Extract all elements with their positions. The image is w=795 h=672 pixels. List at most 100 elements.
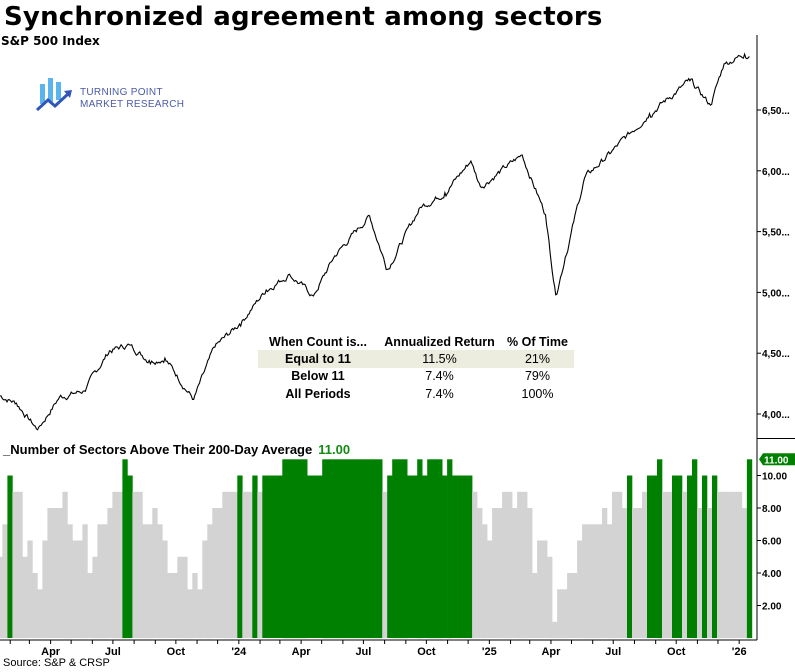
count-bar bbox=[622, 508, 628, 638]
count-bar bbox=[322, 459, 328, 639]
y-tick-label: 4,00... bbox=[762, 410, 790, 421]
count-bar bbox=[202, 540, 208, 638]
count-bar bbox=[42, 540, 48, 638]
stats-row: Equal to 11 11.5% 21% bbox=[258, 350, 574, 368]
count-bar bbox=[732, 491, 738, 639]
last-value-tag-label: 11.00 bbox=[764, 455, 789, 466]
count-bar bbox=[692, 459, 698, 639]
count-bar bbox=[552, 621, 558, 639]
price-panel-title: S&P 500 Index bbox=[1, 34, 100, 48]
count-bar bbox=[22, 556, 28, 639]
count-bar bbox=[647, 475, 653, 638]
count-bar bbox=[117, 491, 123, 639]
count-bar bbox=[27, 540, 33, 638]
count-bar bbox=[467, 475, 473, 638]
count-bar bbox=[267, 475, 273, 638]
price-panel bbox=[0, 52, 750, 431]
count-bar bbox=[342, 459, 348, 639]
count-bar bbox=[537, 540, 543, 638]
count-bar bbox=[147, 524, 153, 639]
y-tick-label: 6,00... bbox=[762, 167, 790, 178]
price-line bbox=[0, 52, 750, 431]
count-bar bbox=[637, 508, 643, 638]
count-bar bbox=[452, 475, 458, 638]
count-bar bbox=[7, 475, 13, 638]
count-bar bbox=[72, 540, 78, 638]
count-bar bbox=[746, 459, 753, 639]
count-bar bbox=[372, 459, 378, 639]
y-tick-label: 4,50... bbox=[762, 349, 790, 360]
y-tick-label: 6,50... bbox=[762, 106, 790, 117]
count-bar bbox=[47, 508, 53, 638]
count-bar bbox=[157, 524, 163, 639]
y-tick-label: 2.00 bbox=[762, 602, 782, 613]
count-bar bbox=[227, 491, 233, 639]
count-bar bbox=[332, 459, 338, 639]
y-tick-label: 5,00... bbox=[762, 288, 790, 299]
count-bar bbox=[407, 475, 413, 638]
count-bar bbox=[512, 508, 518, 638]
count-bar bbox=[197, 589, 203, 639]
x-tick-label: Oct bbox=[417, 646, 436, 658]
count-bar bbox=[102, 524, 108, 639]
count-bar bbox=[497, 508, 503, 638]
count-bar bbox=[517, 491, 523, 639]
count-bar bbox=[292, 459, 298, 639]
count-bar bbox=[107, 508, 113, 638]
count-bar bbox=[362, 459, 368, 639]
count-bar bbox=[347, 459, 353, 639]
count-bar bbox=[542, 540, 548, 638]
count-bar bbox=[667, 491, 673, 639]
count-bar bbox=[417, 459, 423, 639]
count-bar bbox=[242, 491, 248, 639]
count-bar bbox=[492, 508, 498, 638]
stats-row: Below 11 7.4% 79% bbox=[258, 368, 574, 386]
count-bar bbox=[547, 556, 553, 639]
count-bar bbox=[672, 475, 678, 638]
count-bar bbox=[312, 475, 318, 638]
count-bar bbox=[392, 459, 398, 639]
count-bar bbox=[162, 540, 168, 638]
count-bar bbox=[172, 573, 178, 638]
count-bar bbox=[642, 491, 648, 639]
count-bar bbox=[217, 508, 223, 638]
count-bar bbox=[317, 475, 323, 638]
y-tick-label: 6.00 bbox=[762, 537, 782, 548]
count-bar bbox=[741, 508, 748, 638]
count-bar bbox=[282, 459, 288, 639]
count-bar bbox=[567, 573, 573, 638]
count-bar bbox=[557, 589, 563, 639]
count-bar bbox=[152, 508, 158, 638]
source-note: Source: S&P & CRSP bbox=[3, 657, 110, 669]
last-value-tag bbox=[759, 453, 795, 466]
count-bar bbox=[62, 491, 68, 639]
count-bar bbox=[57, 508, 63, 638]
count-bar bbox=[287, 459, 293, 639]
count-bar bbox=[652, 475, 658, 638]
count-bar bbox=[192, 573, 198, 638]
count-bar bbox=[402, 459, 408, 639]
count-bar bbox=[432, 459, 438, 639]
count-bar bbox=[507, 491, 513, 639]
count-bar bbox=[182, 556, 188, 639]
header-return: Annualized Return bbox=[384, 334, 495, 349]
count-panel-title: _Number of Sectors Above Their 200-Day A… bbox=[3, 442, 351, 457]
count-bar bbox=[382, 491, 388, 639]
count-bar bbox=[272, 475, 278, 638]
count-last-value: 11.00 bbox=[318, 442, 351, 457]
row-label: Below 11 bbox=[291, 369, 345, 384]
row-return: 7.4% bbox=[425, 369, 454, 384]
count-bar bbox=[167, 573, 173, 638]
count-bar bbox=[82, 524, 88, 639]
count-bar bbox=[722, 491, 728, 639]
count-bar bbox=[52, 508, 58, 638]
count-bar bbox=[607, 524, 613, 639]
count-bar bbox=[357, 459, 363, 639]
count-bar bbox=[247, 491, 253, 639]
x-tick-label: Apr bbox=[41, 646, 61, 658]
count-bar bbox=[367, 459, 373, 639]
count-bar bbox=[397, 459, 403, 639]
count-bar bbox=[662, 491, 668, 639]
count-bar bbox=[442, 475, 448, 638]
count-bar bbox=[527, 508, 533, 638]
